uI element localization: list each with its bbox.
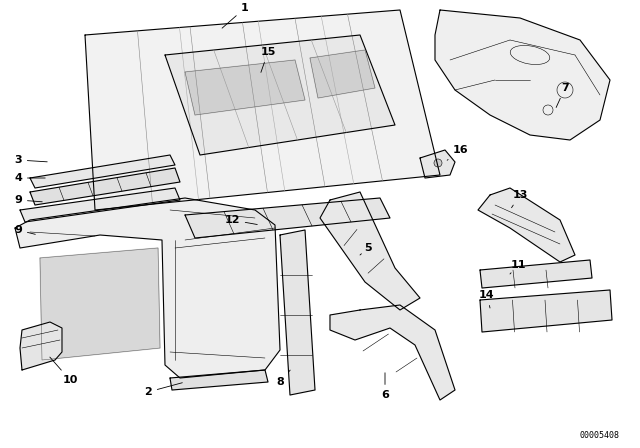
Text: 3: 3	[14, 155, 47, 165]
Polygon shape	[165, 35, 395, 155]
Text: 14: 14	[479, 290, 495, 308]
Polygon shape	[20, 322, 62, 370]
Text: 12: 12	[224, 215, 257, 225]
Text: 4: 4	[14, 173, 45, 183]
Text: 16: 16	[447, 145, 468, 160]
Text: 9: 9	[14, 195, 42, 205]
Polygon shape	[40, 248, 160, 360]
Text: 8: 8	[276, 370, 290, 387]
Text: 00005408: 00005408	[580, 431, 620, 440]
Text: 5: 5	[360, 243, 372, 255]
Polygon shape	[320, 192, 420, 310]
Polygon shape	[20, 188, 180, 222]
Polygon shape	[170, 370, 268, 390]
Polygon shape	[330, 305, 455, 400]
Text: 10: 10	[50, 357, 77, 385]
Polygon shape	[185, 198, 390, 238]
Circle shape	[434, 159, 442, 167]
Text: 1: 1	[222, 3, 249, 28]
Polygon shape	[30, 155, 175, 188]
Text: 2: 2	[144, 383, 182, 397]
Text: 7: 7	[556, 83, 569, 108]
Text: 13: 13	[511, 190, 528, 208]
Polygon shape	[310, 50, 375, 98]
Polygon shape	[480, 260, 592, 288]
Polygon shape	[480, 290, 612, 332]
Polygon shape	[85, 10, 440, 210]
Polygon shape	[420, 150, 455, 178]
Polygon shape	[30, 168, 180, 205]
Polygon shape	[435, 10, 610, 140]
Polygon shape	[478, 188, 575, 262]
Text: 15: 15	[260, 47, 276, 73]
Polygon shape	[185, 60, 305, 115]
Polygon shape	[280, 230, 315, 395]
Text: 9: 9	[14, 225, 35, 235]
Text: 11: 11	[510, 260, 525, 274]
Text: 6: 6	[381, 373, 389, 400]
Polygon shape	[15, 198, 280, 378]
